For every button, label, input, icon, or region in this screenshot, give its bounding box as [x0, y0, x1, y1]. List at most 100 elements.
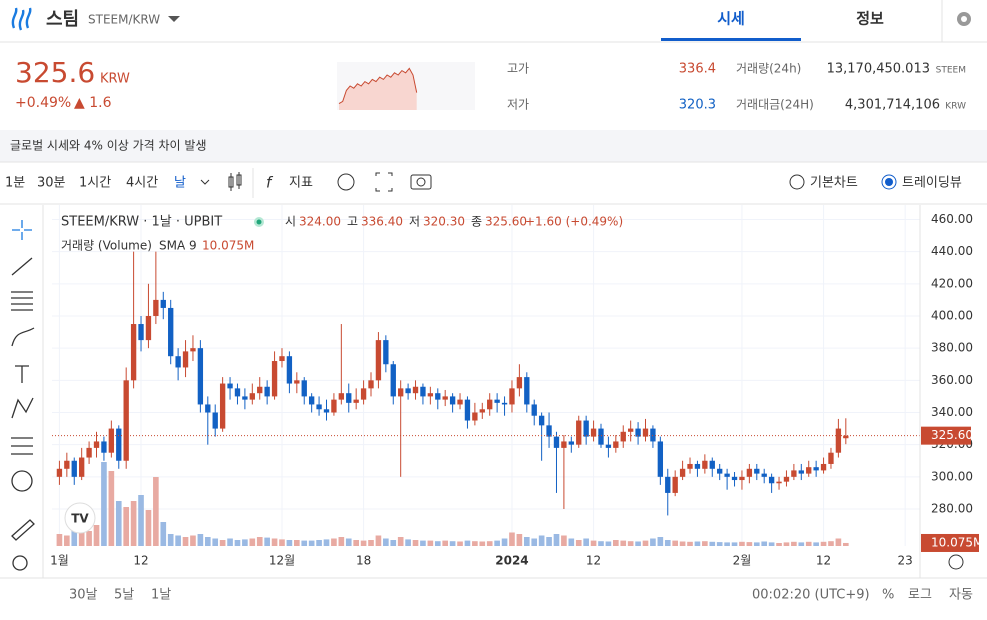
legend-key: 고	[347, 215, 358, 229]
volume-bar	[731, 542, 738, 546]
candle-body	[383, 340, 389, 365]
candle-body	[553, 436, 560, 448]
candle-body	[353, 399, 359, 403]
candle-body	[828, 452, 834, 464]
interval-caret[interactable]	[200, 179, 210, 185]
candle-body	[524, 377, 530, 405]
prediction-tool[interactable]	[11, 437, 33, 455]
coin-name: 스팀	[46, 9, 79, 30]
chart-mode[interactable]: 트레이딩뷰	[902, 176, 962, 191]
radio[interactable]	[789, 174, 805, 190]
volume-bar	[101, 462, 107, 546]
volume-bar	[613, 540, 619, 546]
tab-active[interactable]: 시세	[717, 10, 745, 28]
candle-body	[642, 428, 649, 437]
emoji-tool[interactable]	[11, 470, 33, 492]
candle-body	[205, 404, 211, 413]
volume-bar	[672, 540, 678, 546]
pattern-tool[interactable]	[11, 397, 34, 419]
scale-option[interactable]: 자동	[949, 588, 973, 603]
candle-body	[687, 463, 693, 469]
settings-icon[interactable]	[948, 554, 964, 570]
volume-bar	[546, 537, 552, 546]
camera-icon[interactable]	[410, 174, 432, 190]
volume-bar	[397, 537, 404, 546]
candle-body	[561, 441, 567, 448]
volume-bar	[279, 539, 285, 546]
candle-body	[516, 377, 523, 389]
volume-bar	[464, 540, 471, 546]
volume-bar	[724, 542, 730, 546]
scale-option[interactable]: %	[882, 588, 894, 603]
volume-bar	[568, 538, 575, 546]
volume-bar	[383, 538, 389, 546]
volume-bar	[620, 540, 627, 546]
brush-tool[interactable]	[11, 327, 35, 347]
candle-body	[398, 388, 404, 397]
price-unit: KRW	[100, 72, 130, 87]
volume-bar	[145, 510, 152, 546]
candle-body	[472, 412, 478, 421]
volume-bar	[509, 532, 515, 546]
candle-body	[768, 476, 775, 484]
candle-body	[93, 441, 100, 448]
volume-bar	[249, 538, 256, 546]
volume-bar	[405, 539, 411, 546]
notice: 글로벌 시세와 4% 이상 가격 차이 발생	[10, 139, 207, 153]
ruler-tool[interactable]	[11, 519, 35, 541]
change-rate: +0.49%	[15, 95, 71, 111]
volume-bar	[583, 538, 589, 546]
fx-icon[interactable]: f	[266, 174, 274, 192]
range[interactable]: 1날	[151, 588, 171, 603]
scale-option[interactable]: 로그	[908, 588, 932, 603]
amount-label: 거래대금(24H)	[736, 98, 814, 112]
interval[interactable]: 1분	[5, 176, 25, 191]
candle-body	[190, 348, 196, 352]
candle-body	[464, 399, 471, 421]
settings-icon[interactable]	[957, 12, 971, 26]
candle-body	[168, 307, 174, 357]
range[interactable]: 5날	[114, 588, 134, 603]
settings-icon[interactable]	[337, 173, 355, 191]
volume-bar	[360, 540, 367, 546]
interval[interactable]: 4시간	[126, 176, 158, 191]
x-tick-label: 23	[898, 554, 913, 568]
volume-bar	[687, 541, 693, 546]
crosshair-tool[interactable]	[12, 220, 32, 240]
range[interactable]: 30날	[69, 588, 98, 603]
interval[interactable]: 30분	[37, 176, 66, 191]
tab[interactable]: 정보	[856, 10, 884, 28]
text-tool[interactable]	[15, 365, 29, 383]
zoom-tool[interactable]	[12, 555, 28, 571]
candle-body	[338, 393, 345, 400]
candle-body	[331, 399, 337, 413]
dropdown-caret[interactable]	[168, 16, 180, 22]
x-tick-label: 18	[356, 554, 371, 568]
indicator[interactable]: 지표	[289, 176, 313, 191]
y-tick-label: 340.00	[931, 405, 973, 419]
fullscreen-icon[interactable]	[375, 172, 393, 192]
volume-bar	[501, 538, 508, 546]
volume-bar	[212, 538, 219, 546]
chart-mode[interactable]: 기본차트	[810, 176, 858, 191]
volume-bar	[642, 540, 649, 546]
volume-bar	[353, 540, 359, 546]
line-tool[interactable]	[11, 257, 33, 276]
fib-tool[interactable]	[11, 291, 33, 311]
candle-body	[435, 393, 441, 400]
volume-bar	[190, 535, 196, 546]
volume-bar	[427, 540, 434, 546]
candle-body	[576, 420, 582, 445]
interval[interactable]: 1시간	[79, 176, 111, 191]
candle-body	[360, 388, 367, 400]
volume-bar	[664, 540, 671, 546]
volume-bar	[256, 537, 263, 546]
candle-body	[665, 476, 671, 493]
low-label: 저가	[507, 98, 529, 112]
candle-type-icon[interactable]	[228, 172, 242, 191]
volume-bar	[78, 532, 85, 546]
interval-active[interactable]: 날	[174, 176, 186, 191]
radio-selected[interactable]	[881, 174, 897, 190]
clock: 00:02:20 (UTC+9)	[752, 588, 870, 603]
